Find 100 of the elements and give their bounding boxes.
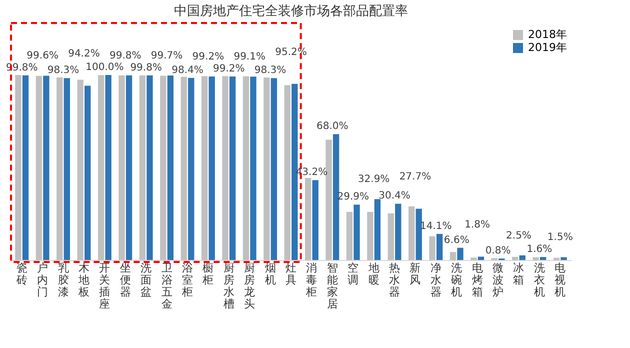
x-tick-label: 智能家居 (326, 262, 338, 310)
data-label: 99.8% (109, 50, 142, 62)
x-tick-label: 电视机 (554, 262, 566, 298)
data-label: 30.4% (378, 190, 410, 202)
bar (367, 212, 374, 260)
data-label: 99.6% (26, 50, 58, 62)
data-label: 99.2% (192, 51, 224, 62)
bar (201, 76, 208, 260)
bar (332, 134, 340, 260)
bar (84, 86, 91, 260)
x-tick-label: 洗面盆 (140, 262, 152, 298)
data-label: 68.0% (316, 121, 348, 132)
bar (43, 76, 50, 260)
bar (457, 248, 464, 260)
bar (146, 75, 153, 260)
bar (77, 80, 84, 260)
chart-title: 中国房地产住宅全装修市场各部品配置率 (174, 3, 408, 19)
bar (429, 236, 436, 260)
bar (540, 257, 546, 260)
x-tick-label: 地暖 (367, 262, 380, 286)
x-tick-label: 瓷砖 (15, 262, 28, 286)
data-label: 94.2% (68, 48, 100, 60)
bar (304, 178, 312, 260)
x-tick-label: 卫浴五金 (161, 262, 172, 310)
bar (105, 74, 112, 260)
data-label: 98.4% (172, 64, 204, 76)
x-tick-label: 电烤箱 (472, 262, 483, 298)
bar (22, 75, 29, 260)
bar (270, 78, 278, 260)
data-label: 100.0% (86, 62, 124, 73)
data-label: 99.8% (130, 62, 162, 74)
x-tick-label: 户内门 (37, 262, 48, 298)
bar (416, 208, 422, 260)
bar (346, 212, 353, 260)
x-tick-label: 冰箱 (513, 262, 524, 286)
x-tick-label: 烟机 (264, 262, 276, 286)
bar (478, 256, 484, 260)
bar (312, 180, 318, 260)
data-label: 1.6% (526, 244, 552, 256)
x-tick-label: 热水器 (389, 262, 400, 298)
bar (326, 140, 332, 260)
bar (512, 256, 518, 260)
data-label: 99.2% (213, 63, 245, 74)
legend-label: 2019年 (528, 41, 567, 54)
x-tick-label: 开关插座 (99, 262, 110, 310)
x-tick-label: 洗衣机 (534, 262, 545, 298)
bar (436, 234, 443, 260)
data-label: 1.5% (547, 232, 573, 244)
bar (208, 76, 215, 260)
data-label: 99.7% (150, 50, 183, 62)
x-tick-label: 灶具 (286, 262, 296, 286)
x-tick-label: 空调 (348, 262, 359, 286)
data-label: 99.1% (234, 52, 266, 63)
data-label: 98.3% (254, 65, 286, 76)
x-tick-label: 厨房水槽 (223, 262, 234, 310)
bar (36, 76, 42, 260)
bar (56, 77, 63, 260)
x-tick-label: 消毒柜 (305, 262, 318, 298)
x-tick-label: 新风 (410, 262, 421, 286)
data-label: 32.9% (358, 174, 390, 186)
bar (395, 204, 402, 260)
bar (160, 76, 166, 260)
bar (532, 257, 539, 260)
bar (264, 78, 270, 260)
bar (560, 257, 567, 260)
bar (64, 78, 70, 260)
x-tick-label: 净水器 (430, 262, 442, 298)
data-label: 1.8% (464, 220, 490, 231)
bar (388, 213, 394, 260)
bar (242, 76, 250, 260)
legend-label: 2018年 (528, 28, 567, 41)
bar (450, 252, 456, 260)
bar (139, 75, 146, 260)
bar (98, 75, 104, 260)
x-tick-label: 木地板 (77, 262, 90, 298)
data-label: 0.8% (485, 246, 511, 257)
data-label: 98.3% (47, 65, 80, 76)
bar (15, 74, 22, 260)
x-tick-label: 浴室柜 (180, 262, 193, 298)
x-tick-label: 坐便器 (120, 262, 131, 298)
bar (519, 255, 526, 260)
bar (126, 75, 132, 260)
data-label: 6.6% (444, 234, 470, 246)
bar (408, 206, 415, 260)
bar (284, 85, 290, 260)
x-tick-label: 乳胶漆 (58, 262, 69, 298)
bar (167, 76, 174, 260)
bar (118, 75, 125, 260)
bar (374, 199, 381, 260)
data-label: 95.2% (275, 46, 307, 58)
bar (292, 84, 298, 260)
data-label: 2.5% (506, 230, 532, 242)
bar (250, 76, 256, 260)
x-tick-label: 厨房龙头 (244, 262, 256, 310)
bar (180, 76, 187, 260)
bar (354, 204, 360, 260)
data-label: 27.7% (399, 172, 432, 183)
bar (222, 76, 228, 260)
x-tick-label: 洗碗机 (451, 262, 462, 298)
x-tick-label: 微波炉 (492, 262, 504, 298)
